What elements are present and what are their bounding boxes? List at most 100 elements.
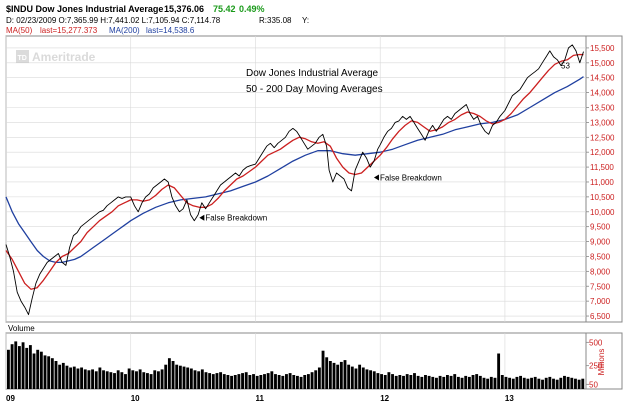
volume-bar (58, 364, 62, 389)
y-tick-label: 9,500 (590, 223, 611, 232)
volume-bar (142, 372, 146, 389)
volume-bar (409, 375, 413, 389)
volume-bar (471, 375, 475, 389)
series-lines (5, 44, 584, 316)
volume-unit-label: Millions (597, 349, 606, 376)
volume-bar (570, 377, 574, 389)
volume-bar (113, 373, 116, 389)
volume-bar (299, 376, 303, 389)
ameritrade-wordmark: Ameritrade (32, 50, 96, 64)
volume-bar (526, 378, 530, 389)
volume-bar (566, 376, 570, 389)
volume-bar (109, 372, 113, 389)
volume-bar (244, 372, 248, 389)
ohlc-readout: D: 02/23/2009 O:7,365.99 H:7,441.02 L:7,… (6, 16, 221, 25)
y-tick-label: 8,000 (590, 267, 611, 276)
volume-bar (310, 372, 314, 389)
volume-bar (413, 373, 416, 389)
volume-bar (61, 362, 65, 389)
volume-tick-label: 500 (589, 338, 603, 347)
volume-bar (555, 379, 559, 389)
volume-bar (303, 375, 307, 389)
volume-bar (460, 377, 464, 389)
volume-bar (270, 371, 274, 389)
volume-bar (296, 375, 299, 389)
volume-bar (361, 367, 365, 389)
volume-bar (453, 374, 457, 389)
annotation-false-breakdown: False Breakdown (380, 174, 442, 183)
volume-bar (233, 375, 237, 389)
change-percent: 0.49% (239, 4, 265, 14)
volume-bar (200, 369, 204, 389)
volume-bar (402, 375, 405, 389)
volume-tick-label: 50 (589, 380, 598, 389)
volume-bar (288, 373, 292, 389)
y-tick-labels: 6,500 7,000 7,500 8,000 8,500 9,000 9,500 10,00… (590, 44, 615, 321)
volume-bar (211, 374, 215, 389)
volume-bar (164, 364, 168, 389)
volume-bar (54, 361, 58, 389)
volume-bar (365, 369, 369, 389)
volume-bar (292, 375, 296, 389)
volume-bar (248, 375, 252, 389)
volume-bar (285, 374, 288, 389)
volume-bar (449, 375, 453, 389)
volume-bar (405, 374, 409, 389)
price-axis-box (585, 35, 623, 323)
volume-bar (563, 375, 566, 389)
volume-bar (105, 371, 109, 389)
volume-bar (189, 368, 193, 389)
volume-bar (193, 370, 197, 389)
volume-bar (339, 361, 343, 389)
volume-bar (50, 358, 54, 389)
volume-bar (482, 377, 486, 389)
volume-bar (171, 361, 175, 389)
volume-bar (336, 364, 340, 389)
volume-bar (87, 370, 91, 389)
volume-bar (559, 377, 563, 389)
volume-bar (281, 375, 285, 389)
volume-bar (277, 375, 281, 389)
y-tick-label: 6,500 (590, 312, 611, 321)
x-tick-labels: 09 10 11 12 13 (6, 394, 514, 403)
volume-bar (182, 366, 186, 389)
volume-bar (548, 376, 552, 389)
volume-bar (387, 372, 391, 389)
volume-bar (328, 361, 332, 389)
price-line (5, 44, 584, 316)
y-tick-label: 14,000 (590, 89, 615, 98)
y-tick-label: 10,000 (590, 208, 615, 217)
volume-bar (552, 378, 555, 389)
volume-bar (91, 369, 94, 389)
y-tick-label: 10,500 (590, 193, 615, 202)
price-panel (5, 35, 587, 323)
volume-bar (438, 375, 442, 389)
volume-bar (416, 375, 420, 389)
volume-bar (497, 353, 501, 389)
volume-bar (94, 371, 98, 389)
volume-bar (14, 341, 18, 389)
volume-bar (204, 372, 208, 389)
volume-bar (17, 346, 21, 389)
volume-bar (420, 376, 424, 389)
ma50-label: MA(50) (6, 26, 33, 35)
volume-bar (43, 355, 47, 389)
volume-bar (350, 366, 354, 389)
volume-bar (435, 377, 438, 389)
annotation-marks: False Breakdown False Breakdown 53 (199, 61, 571, 223)
volume-bar (522, 377, 526, 389)
x-tick-label: 11 (255, 394, 264, 403)
volume-bar (369, 370, 373, 389)
volume-bar (208, 373, 212, 389)
y-tick-label: 13,500 (590, 104, 615, 113)
volume-bar (383, 375, 387, 389)
volume-bar (508, 377, 512, 389)
volume-bar (380, 374, 383, 389)
volume-bar (7, 349, 10, 389)
volume-bar (456, 376, 460, 389)
annotation-53: 53 (561, 61, 570, 70)
range-readout: R:335.08 (259, 16, 292, 25)
x-tick-label: 09 (6, 394, 15, 403)
annotation-arrow (199, 214, 205, 221)
